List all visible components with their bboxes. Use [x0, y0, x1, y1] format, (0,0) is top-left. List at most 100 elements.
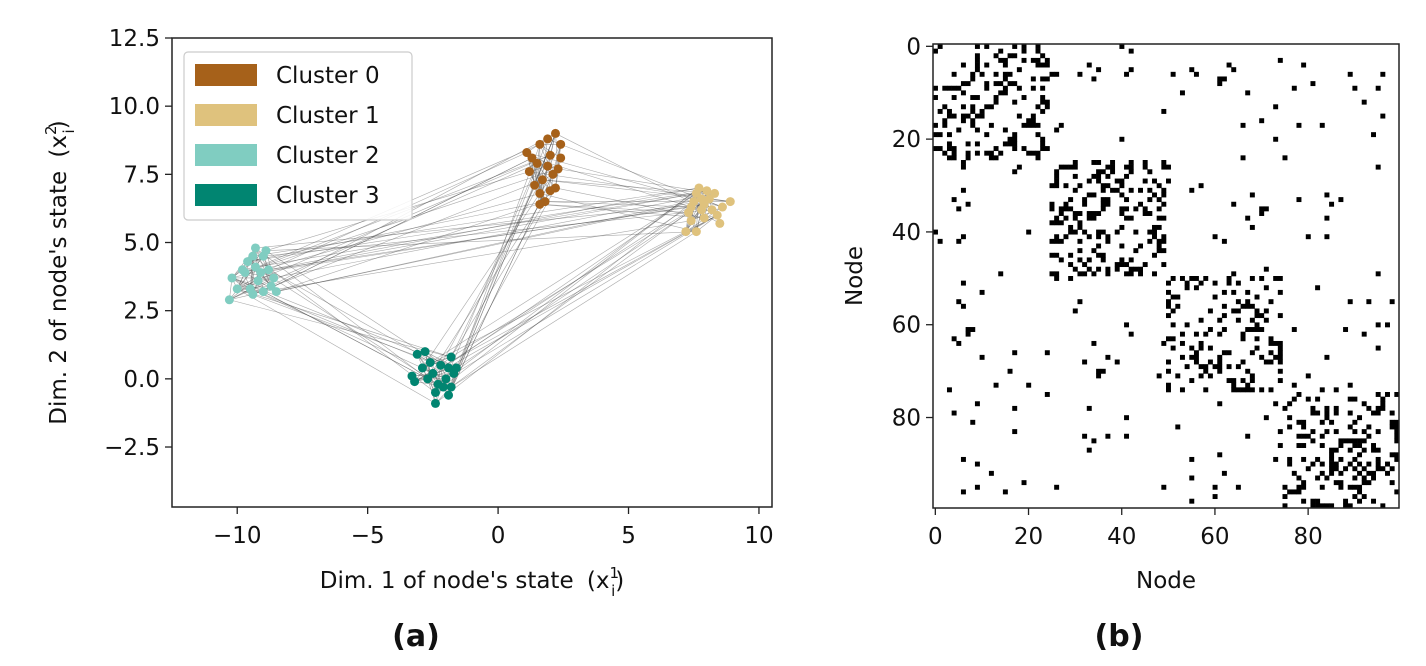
legend-swatch	[195, 144, 257, 166]
matrix-cell	[1254, 294, 1260, 300]
matrix-cell	[1315, 503, 1321, 509]
cluster-3-point	[430, 387, 440, 397]
matrix-cell	[993, 99, 999, 105]
matrix-cell	[1091, 211, 1097, 216]
matrix-cell	[1110, 164, 1116, 170]
matrix-cell	[1333, 461, 1339, 467]
matrix-cell	[1324, 354, 1330, 360]
matrix-cell	[1361, 494, 1367, 500]
cluster-2-point	[232, 284, 242, 294]
matrix-cell	[1352, 484, 1358, 490]
matrix-cell	[1124, 206, 1130, 212]
legend-swatch	[195, 64, 257, 86]
matrix-cell	[1082, 359, 1088, 365]
matrix-cell	[1016, 113, 1022, 119]
matrix-cell	[1343, 503, 1349, 509]
matrix-cell	[1263, 206, 1269, 212]
matrix-cell	[1049, 201, 1055, 207]
edge-line	[450, 201, 546, 358]
matrix-cell	[1193, 350, 1199, 356]
matrix-cell	[1128, 164, 1134, 170]
matrix-cell	[1166, 303, 1171, 309]
matrix-cell	[1324, 503, 1330, 509]
matrix-cell	[1380, 503, 1386, 509]
matrix-cell	[979, 354, 985, 360]
matrix-cell	[1375, 405, 1381, 411]
matrix-cell	[1329, 201, 1335, 207]
matrix-cell	[1259, 118, 1265, 124]
matrix-cell	[1058, 220, 1064, 226]
matrix-cell	[1114, 266, 1120, 272]
matrix-cell	[1385, 461, 1390, 467]
matrix-cell	[1375, 461, 1381, 467]
matrix-cell	[1096, 169, 1102, 175]
matrix-cell	[1147, 229, 1153, 235]
matrix-cell	[1002, 76, 1008, 82]
panel-label-a: (a)	[392, 619, 440, 654]
matrix-cell	[1375, 447, 1381, 453]
matrix-cell	[1268, 350, 1274, 356]
matrix-cell	[1254, 322, 1260, 328]
y-tick-label: 7.5	[123, 162, 160, 188]
matrix-cell	[1357, 461, 1363, 467]
matrix-cell	[1221, 303, 1227, 309]
matrix-cell	[1161, 192, 1167, 198]
matrix-cell	[1166, 368, 1171, 374]
edge-line	[268, 206, 692, 271]
matrix-cell	[1221, 327, 1227, 332]
matrix-cell	[1212, 494, 1218, 500]
matrix-cell	[1394, 419, 1400, 425]
matrix-cell	[1231, 387, 1237, 393]
matrix-cell	[1119, 44, 1125, 49]
matrix-cell	[1259, 327, 1265, 332]
matrix-cell	[1254, 327, 1260, 332]
matrix-cell	[1086, 178, 1092, 184]
matrix-cell	[1189, 354, 1195, 360]
matrix-cell	[1138, 271, 1143, 277]
matrix-cell	[1142, 178, 1148, 184]
matrix-cell	[1357, 470, 1363, 476]
edge-line	[231, 277, 264, 292]
matrix-cell	[1096, 252, 1102, 258]
edge-line	[432, 198, 702, 374]
matrix-cell	[984, 85, 990, 91]
matrix-cell	[1179, 340, 1185, 346]
cluster-1-point	[697, 194, 707, 204]
matrix-cell	[1207, 308, 1213, 314]
matrix-cell	[1091, 160, 1097, 165]
matrix-cell	[1124, 71, 1130, 77]
matrix-cell	[1249, 378, 1255, 384]
matrix-cell	[974, 57, 980, 63]
matrix-cell	[1054, 238, 1060, 244]
matrix-cell	[1086, 447, 1092, 453]
matrix-cell	[1054, 178, 1060, 184]
matrix-cell	[1082, 197, 1088, 203]
matrix-cell	[1231, 382, 1237, 388]
matrix-cell	[1002, 489, 1008, 495]
edge-line	[422, 193, 541, 369]
matrix-cell	[1305, 466, 1311, 472]
matrix-cell	[1217, 81, 1223, 87]
matrix-cell	[1142, 206, 1148, 212]
matrix-cell	[1156, 183, 1162, 189]
matrix-cell	[1366, 480, 1372, 486]
matrix-cell	[965, 81, 971, 87]
matrix-cell	[1263, 308, 1269, 314]
edge-line	[453, 187, 556, 374]
matrix-cell	[1054, 276, 1060, 281]
cluster-1-point	[691, 227, 701, 237]
matrix-cell	[965, 155, 971, 161]
matrix-cell	[1091, 192, 1097, 198]
edge-line	[450, 144, 541, 388]
matrix-cell	[1184, 280, 1190, 286]
matrix-cell	[1296, 433, 1302, 439]
matrix-cell	[1035, 150, 1041, 156]
edge-line	[445, 187, 700, 380]
matrix-cell	[1026, 382, 1032, 388]
matrix-cell	[1375, 456, 1381, 462]
y-tick-label: 10.0	[109, 94, 160, 120]
matrix-cell	[998, 81, 1004, 87]
matrix-cell	[1301, 498, 1307, 504]
matrix-cell	[1193, 71, 1199, 77]
matrix-cell	[946, 85, 952, 91]
